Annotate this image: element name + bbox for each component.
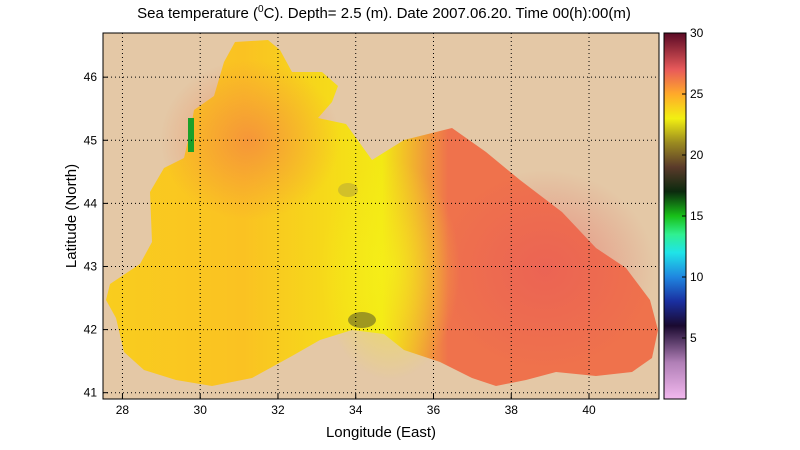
x-tick-label: 34 [349, 403, 363, 417]
x-tick-label: 36 [427, 403, 441, 417]
colorbar-tick-label: 5 [690, 331, 697, 345]
south-cool-spot [348, 312, 376, 328]
colorbar-tick-label: 10 [690, 270, 704, 284]
y-tick-label: 45 [84, 133, 98, 147]
y-tick-label: 44 [84, 196, 98, 210]
x-axis-title: Longitude (East) [326, 424, 436, 441]
y-tick-label: 43 [84, 259, 98, 273]
y-axis-title: Latitude (North) [63, 164, 80, 268]
map-title: Sea temperature (0C). Depth= 2.5 (m). Da… [137, 4, 631, 22]
y-tick-label: 46 [84, 70, 98, 84]
colorbar-tick-label: 30 [690, 26, 704, 40]
colorbar-tick-label: 25 [690, 87, 704, 101]
colorbar-tick-label: 20 [690, 148, 704, 162]
colorbar-tick-label: 15 [690, 209, 704, 223]
colorbar-ticks: 5 10 15 20 25 30 [682, 26, 704, 345]
y-tick-label: 41 [84, 386, 98, 400]
eastern-warm-patch [435, 170, 655, 370]
coastal-cold-spot [188, 118, 194, 152]
x-tick-label: 32 [271, 403, 285, 417]
plot-frame [102, 32, 660, 400]
x-tick-label: 28 [116, 403, 130, 417]
northwest-warm-patch [160, 60, 340, 220]
y-axis-ticks: 41 42 43 44 45 46 [84, 70, 108, 400]
grid-lines [103, 33, 659, 399]
central-cool-spot [338, 183, 358, 197]
x-tick-label: 38 [505, 403, 519, 417]
y-tick-label: 42 [84, 323, 98, 337]
sea-layer [106, 40, 658, 386]
x-tick-label: 40 [582, 403, 596, 417]
x-axis-ticks: 28 30 32 34 36 38 40 [116, 394, 596, 417]
x-tick-label: 30 [194, 403, 208, 417]
